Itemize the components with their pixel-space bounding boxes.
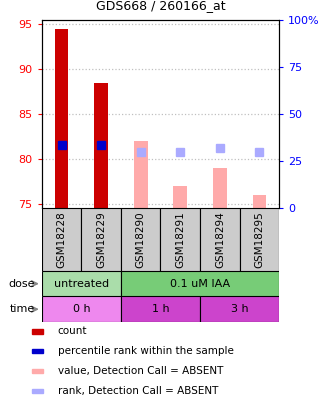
Text: rank, Detection Call = ABSENT: rank, Detection Call = ABSENT xyxy=(58,386,218,396)
Bar xyxy=(81,208,121,271)
Bar xyxy=(213,168,227,208)
Bar xyxy=(160,208,200,271)
Bar xyxy=(94,83,108,208)
Bar xyxy=(32,369,43,373)
Text: value, Detection Call = ABSENT: value, Detection Call = ABSENT xyxy=(58,366,223,376)
Text: untreated: untreated xyxy=(54,279,109,289)
Text: 3 h: 3 h xyxy=(231,304,248,314)
Text: count: count xyxy=(58,326,87,337)
Text: 0 h: 0 h xyxy=(73,304,90,314)
Bar xyxy=(134,141,148,208)
Bar xyxy=(32,349,43,354)
Text: GSM18228: GSM18228 xyxy=(56,211,66,268)
Bar xyxy=(200,208,240,271)
Bar xyxy=(173,186,187,208)
Bar xyxy=(32,388,43,393)
Bar xyxy=(253,195,266,208)
Text: percentile rank within the sample: percentile rank within the sample xyxy=(58,346,234,356)
Text: dose: dose xyxy=(9,279,35,289)
Text: 0.1 uM IAA: 0.1 uM IAA xyxy=(170,279,230,289)
Text: time: time xyxy=(10,304,35,314)
Bar xyxy=(121,296,200,322)
Bar xyxy=(42,208,81,271)
Bar xyxy=(200,296,279,322)
Text: GSM18294: GSM18294 xyxy=(215,211,225,268)
Bar xyxy=(55,29,68,208)
Text: GSM18229: GSM18229 xyxy=(96,211,106,268)
Bar xyxy=(42,271,121,296)
Text: 1 h: 1 h xyxy=(152,304,169,314)
Text: GSM18291: GSM18291 xyxy=(175,211,185,268)
Text: GDS668 / 260166_at: GDS668 / 260166_at xyxy=(96,0,225,12)
Text: GSM18295: GSM18295 xyxy=(255,211,265,268)
Bar xyxy=(121,208,160,271)
Bar xyxy=(121,271,279,296)
Bar xyxy=(240,208,279,271)
Bar xyxy=(32,329,43,334)
Bar xyxy=(42,296,121,322)
Text: GSM18290: GSM18290 xyxy=(136,211,146,268)
